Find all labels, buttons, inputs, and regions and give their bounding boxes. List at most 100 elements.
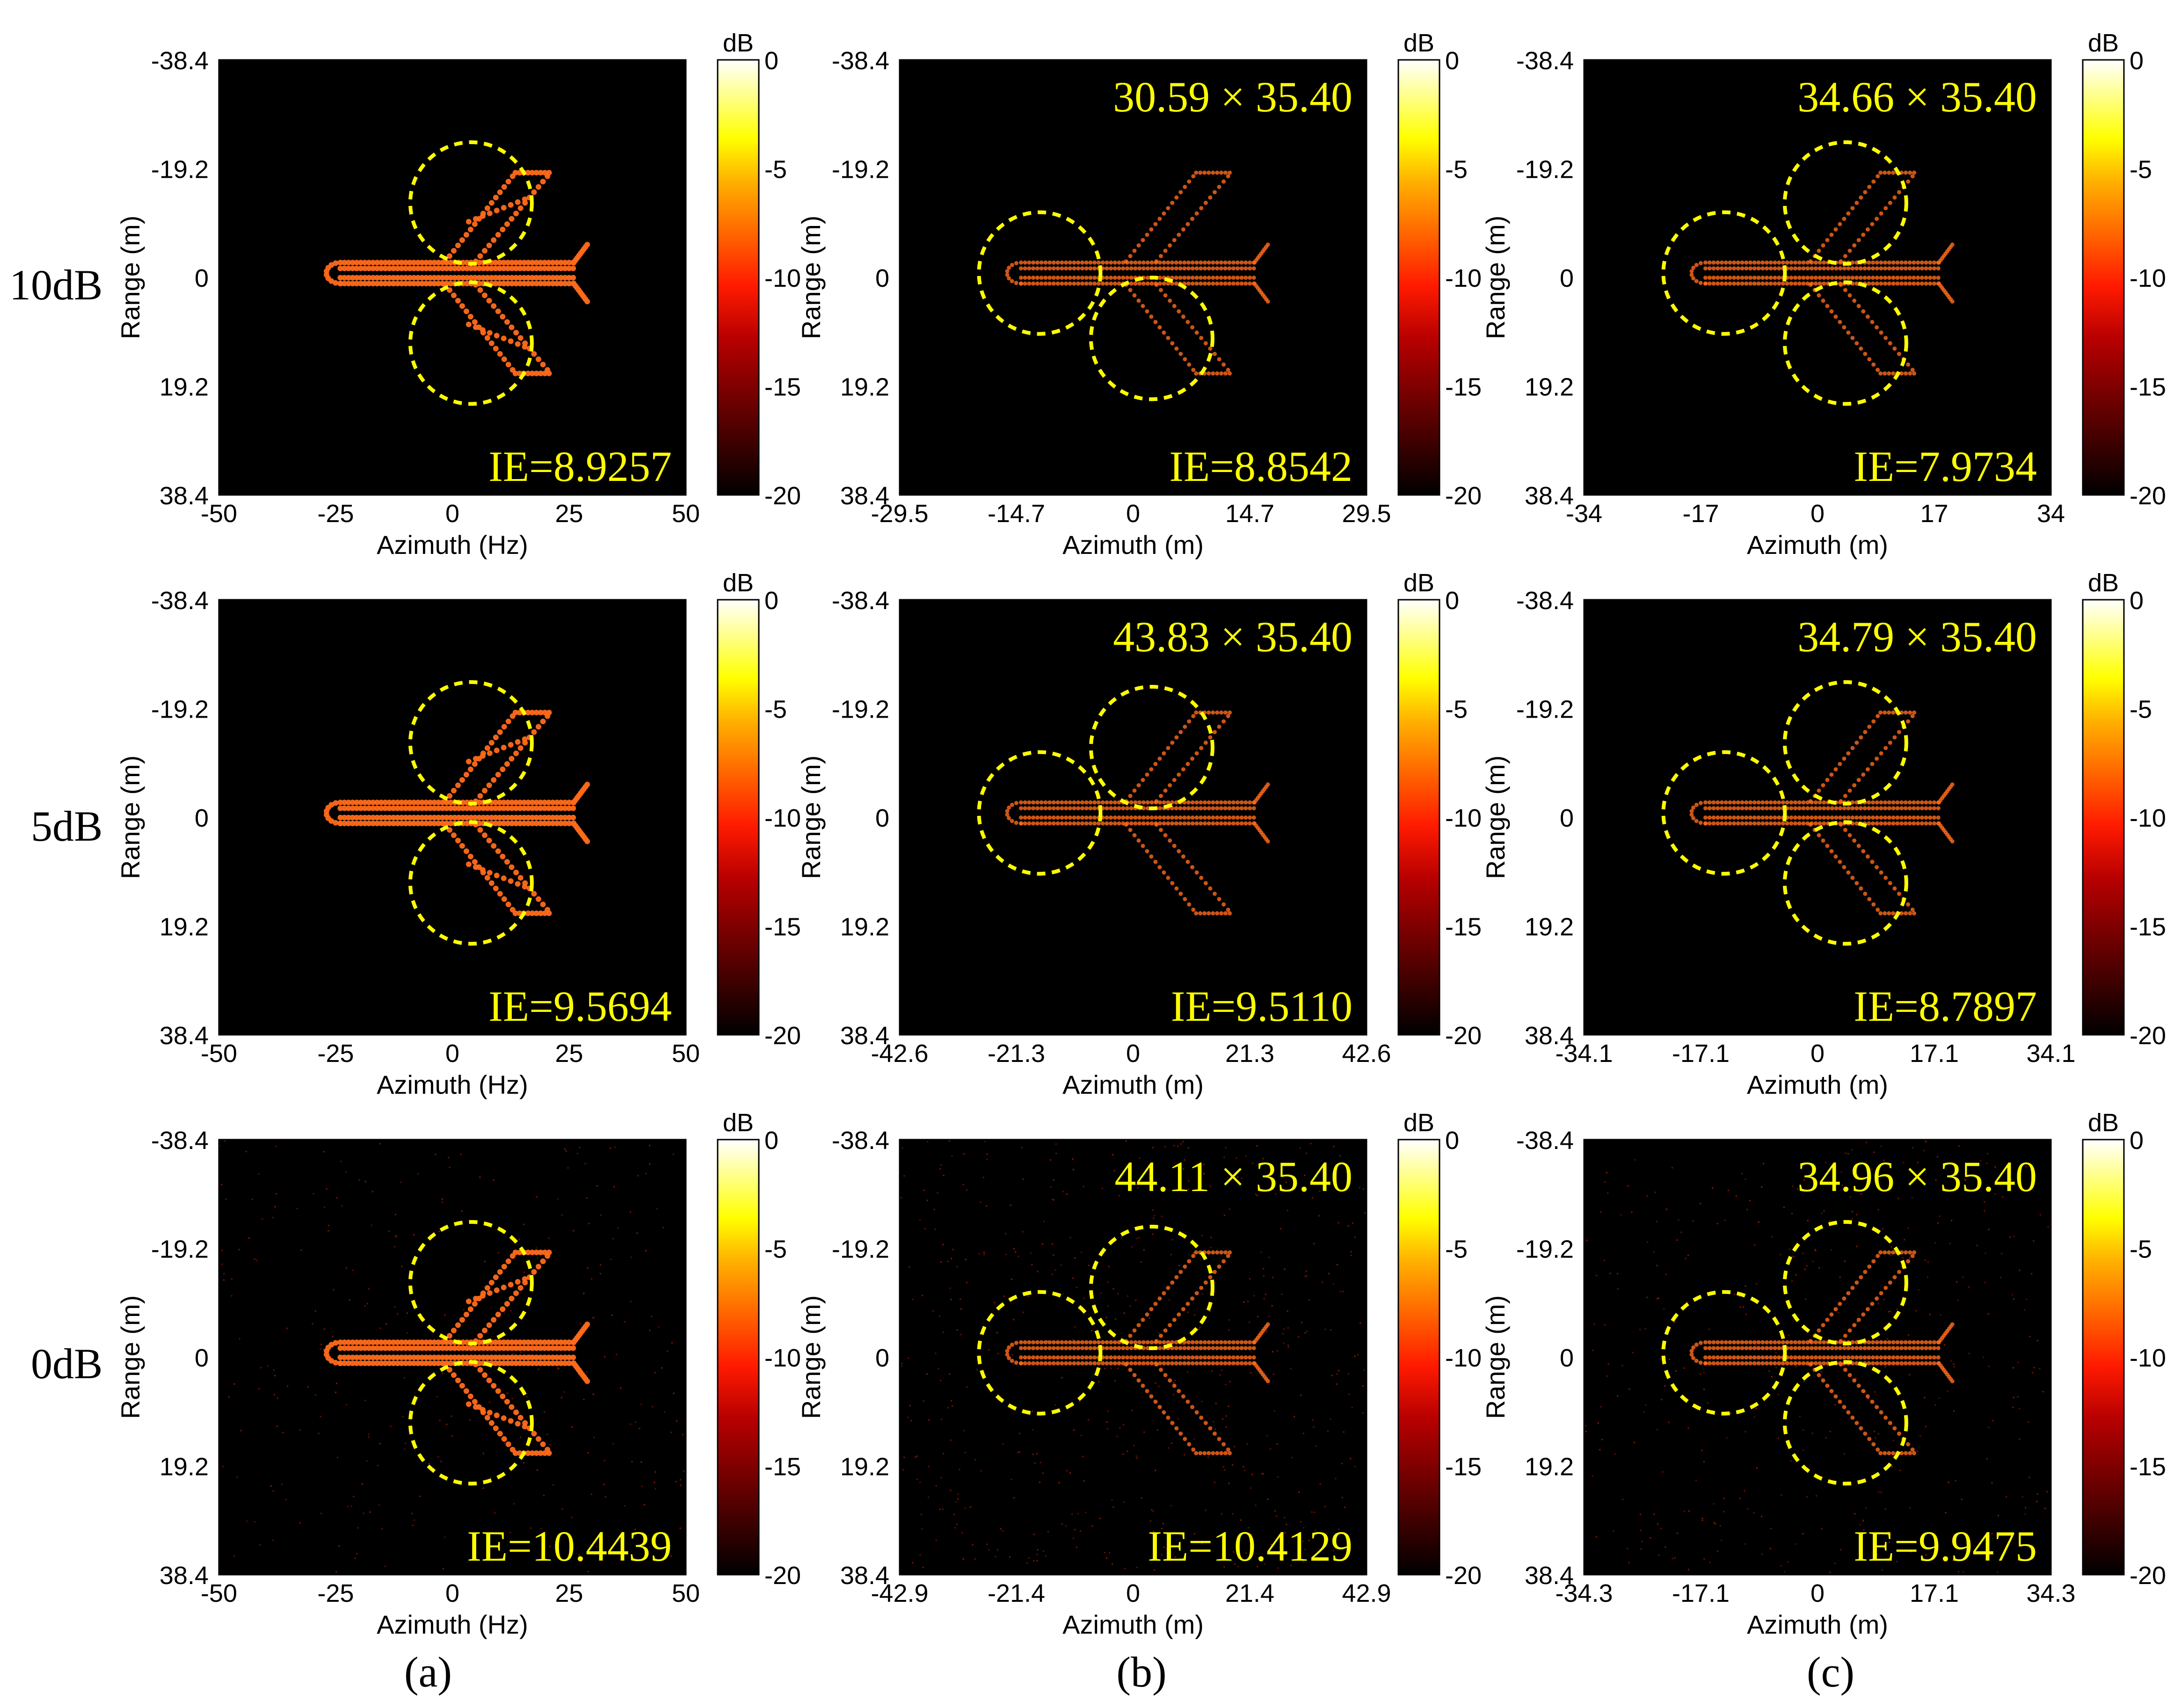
x-axis-label: Azimuth (m) xyxy=(1747,1070,1888,1099)
airplane-scatterer xyxy=(1182,821,1187,826)
airplane-scatterer xyxy=(337,281,343,287)
airplane-scatterer xyxy=(394,1360,400,1366)
airplane-scatterer xyxy=(508,1281,514,1287)
noise-speckle xyxy=(1111,1499,1113,1501)
airplane-scatterer xyxy=(1084,281,1089,286)
airplane-scatterer xyxy=(447,793,453,799)
noise-speckle xyxy=(364,1181,366,1183)
airplane-scatterer xyxy=(1190,806,1195,811)
noise-speckle xyxy=(943,1174,945,1176)
noise-speckle xyxy=(1935,1179,1937,1181)
noise-speckle xyxy=(935,1352,937,1354)
airplane-scatterer xyxy=(451,275,458,281)
noise-speckle xyxy=(1596,1274,1598,1276)
noise-speckle xyxy=(509,1532,511,1534)
airplane-scatterer xyxy=(1916,800,1920,805)
airplane-scatterer xyxy=(1212,190,1217,195)
airplane-scatterer xyxy=(1112,806,1117,811)
airplane-scatterer xyxy=(407,281,413,287)
noise-speckle xyxy=(942,1243,944,1245)
airplane-scatterer xyxy=(1105,276,1109,280)
airplane-scatterer xyxy=(1879,276,1883,280)
airplane-scatterer xyxy=(1829,233,1834,237)
noise-speckle xyxy=(1755,1344,1757,1346)
airplane-scatterer xyxy=(1125,1355,1130,1360)
airplane-scatterer xyxy=(517,745,523,751)
noise-speckle xyxy=(966,1386,968,1388)
airplane-scatterer xyxy=(476,1345,482,1351)
noise-speckle xyxy=(928,1466,930,1468)
airplane-scatterer xyxy=(531,729,537,735)
airplane-scatterer xyxy=(1174,346,1179,351)
noise-speckle xyxy=(1896,1561,1898,1563)
noise-speckle xyxy=(900,1197,902,1199)
airplane-scatterer xyxy=(1174,1346,1178,1351)
airplane-scatterer xyxy=(1903,266,1908,271)
airplane-scatterer xyxy=(1716,806,1720,811)
colorbar-unit: dB xyxy=(2088,1109,2119,1137)
noise-speckle xyxy=(1051,1243,1053,1245)
airplane-scatterer xyxy=(1199,260,1203,265)
noise-speckle xyxy=(1285,1181,1287,1183)
airplane-scatterer xyxy=(337,1345,343,1351)
noise-speckle xyxy=(1871,1168,1873,1170)
airplane-scatterer xyxy=(473,756,479,762)
noise-speckle xyxy=(1953,1410,1955,1412)
airplane-scatterer xyxy=(1756,276,1761,280)
noise-speckle xyxy=(276,1425,278,1427)
noise-speckle xyxy=(1177,1145,1179,1147)
noise-speckle xyxy=(1902,1364,1904,1366)
airplane-scatterer xyxy=(448,821,454,827)
airplane-scatterer xyxy=(1711,281,1716,286)
airplane-scatterer xyxy=(451,1327,457,1333)
airplane-scatterer xyxy=(509,799,515,806)
airplane-scatterer xyxy=(554,281,560,287)
airplane-scatterer xyxy=(1899,800,1904,805)
airplane-scatterer xyxy=(509,864,515,870)
noise-speckle xyxy=(1124,1568,1126,1570)
airplane-scatterer xyxy=(1136,1323,1141,1328)
airplane-scatterer xyxy=(342,281,348,287)
noise-speckle xyxy=(442,1373,443,1374)
airplane-scatterer xyxy=(531,351,537,357)
airplane-scatterer xyxy=(358,1345,364,1351)
x-tick-label: 50 xyxy=(672,1039,700,1068)
airplane-scatterer xyxy=(1182,266,1187,271)
airplane-scatterer xyxy=(1215,815,1220,820)
noise-speckle xyxy=(1308,1299,1310,1301)
airplane-scatterer xyxy=(1187,1259,1192,1264)
airplane-scatterer xyxy=(1842,756,1847,761)
noise-speckle xyxy=(1314,1512,1316,1513)
noise-speckle xyxy=(544,1541,545,1543)
airplane-scatterer xyxy=(1199,806,1203,811)
airplane-scatterer xyxy=(443,265,450,271)
airplane-scatterer xyxy=(391,799,397,806)
airplane-scatterer xyxy=(374,1339,380,1345)
airplane-scatterer xyxy=(505,1354,511,1360)
airplane-scatterer xyxy=(1217,184,1221,189)
airplane-scatterer xyxy=(501,1354,507,1360)
noise-speckle xyxy=(994,1301,996,1303)
noise-speckle xyxy=(1592,1349,1594,1351)
airplane-scatterer xyxy=(476,1354,482,1360)
airplane-scatterer xyxy=(1752,1346,1757,1351)
airplane-scatterer xyxy=(513,821,519,827)
y-axis-label: Range (m) xyxy=(1481,756,1510,879)
airplane-scatterer xyxy=(491,1383,497,1389)
airplane-scatterer xyxy=(1789,815,1794,820)
airplane-scatterer xyxy=(1149,314,1154,319)
airplane-scatterer xyxy=(1908,1451,1912,1455)
airplane-scatterer xyxy=(1858,266,1863,271)
airplane-scatterer xyxy=(1875,821,1879,826)
noise-speckle xyxy=(1091,1525,1093,1527)
noise-speckle xyxy=(251,1199,253,1200)
noise-speckle xyxy=(1262,1158,1264,1160)
airplane-scatterer xyxy=(545,260,552,266)
airplane-scatterer xyxy=(501,356,507,362)
airplane-scatterer xyxy=(1064,806,1069,811)
airplane-scatterer xyxy=(1166,1340,1170,1345)
noise-speckle xyxy=(1708,1328,1710,1330)
airplane-scatterer xyxy=(1202,821,1207,826)
noise-speckle xyxy=(371,1224,372,1226)
noise-speckle xyxy=(1028,1557,1030,1559)
